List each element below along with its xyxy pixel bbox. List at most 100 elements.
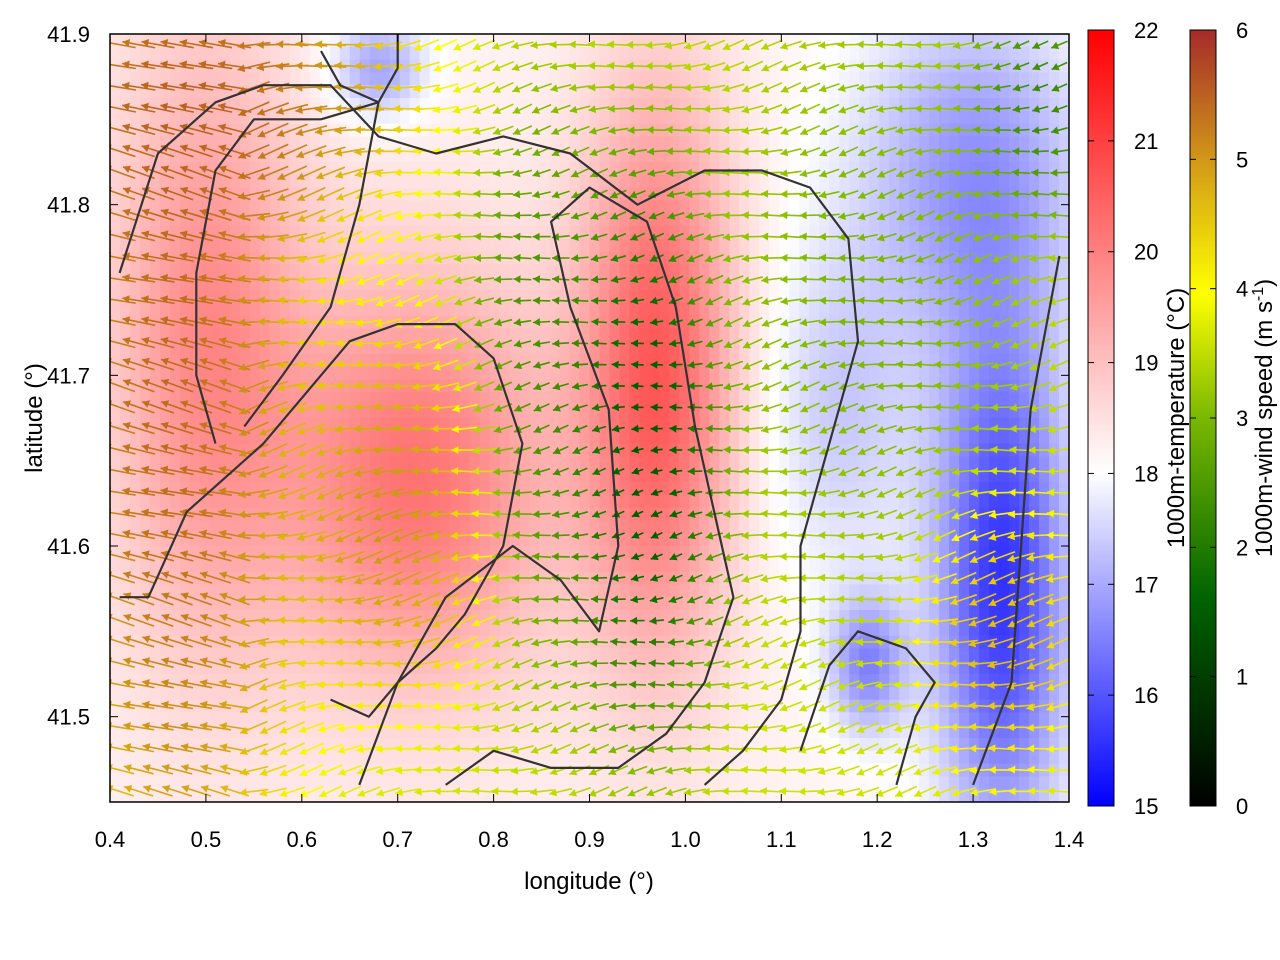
heat-cell (729, 46, 740, 61)
heat-cell (869, 366, 880, 381)
heat-cell (509, 226, 521, 240)
heat-cell (839, 533, 850, 547)
heat-cell (469, 98, 481, 112)
heat-cell (919, 110, 930, 125)
heat-cell (569, 46, 581, 61)
heat-cell (479, 597, 491, 611)
heat-cell (809, 200, 820, 214)
heat-cell (849, 584, 860, 598)
heat-cell (229, 482, 241, 496)
heat-cell (419, 430, 431, 445)
heat-cell (549, 277, 561, 291)
heat-cell (609, 520, 621, 534)
heat-cell (539, 763, 551, 777)
heat-cell (869, 418, 880, 432)
heat-cell (389, 226, 401, 240)
heat-cell (889, 507, 900, 521)
heat-cell (529, 366, 541, 381)
heat-cell (329, 443, 341, 457)
heat-cell (359, 546, 371, 560)
heat-cell (269, 264, 281, 278)
heat-cell (419, 725, 431, 739)
heat-cell (219, 59, 231, 73)
heat-cell (669, 213, 681, 227)
heat-cell (509, 174, 521, 189)
heat-cell (269, 290, 281, 304)
heat-cell (289, 456, 301, 470)
heat-cell (279, 430, 291, 445)
heat-cell (199, 72, 211, 86)
heat-cell (599, 776, 611, 790)
heat-cell (809, 661, 820, 675)
heat-cell (479, 200, 491, 214)
heat-cell (339, 174, 351, 189)
heat-cell (319, 738, 331, 752)
heat-cell (119, 661, 131, 675)
heat-cell (809, 738, 820, 752)
heat-cell (899, 72, 910, 86)
heat-cell (319, 674, 331, 688)
heat-cell (559, 789, 571, 802)
heat-cell (319, 149, 331, 163)
heat-cell (729, 610, 740, 624)
heat-cell (819, 546, 830, 560)
heat-cell (469, 405, 481, 419)
heat-cell (459, 456, 471, 470)
heat-cell (659, 85, 671, 99)
heat-cell (869, 763, 880, 777)
heat-cell (339, 776, 351, 790)
heat-cell (459, 533, 471, 547)
heat-cell (889, 123, 900, 137)
heat-cell (639, 571, 651, 585)
heat-cell (899, 405, 910, 419)
heat-cell (369, 72, 381, 86)
heat-cell (209, 584, 221, 598)
heat-cell (759, 149, 770, 163)
heat-cell (249, 366, 261, 381)
heat-cell (899, 98, 910, 112)
heat-cell (309, 162, 321, 176)
heat-cell (819, 226, 830, 240)
heat-cell (439, 226, 451, 240)
heat-cell (849, 520, 860, 534)
heat-cell (929, 174, 940, 189)
heat-cell (679, 482, 690, 496)
heat-cell (459, 162, 471, 176)
heat-cell (279, 46, 291, 61)
heat-cell (489, 392, 501, 406)
heat-cell (789, 341, 800, 355)
heat-cell (439, 46, 451, 61)
heat-cell (199, 392, 211, 406)
heat-cell (519, 430, 531, 445)
heat-cell (749, 776, 760, 790)
heat-cell (269, 750, 281, 765)
heat-cell (139, 725, 151, 739)
heat-cell (649, 110, 661, 125)
heat-cell (919, 72, 930, 86)
heat-cell (769, 482, 780, 496)
heat-cell (609, 98, 621, 112)
heat-cell (639, 341, 651, 355)
heat-cell (899, 136, 910, 150)
heat-cell (179, 494, 191, 509)
heat-cell (889, 443, 900, 457)
heat-cell (249, 686, 261, 701)
heat-cell (769, 328, 780, 342)
heat-cell (629, 302, 641, 317)
heat-cell (299, 763, 311, 777)
heat-cell (409, 405, 421, 419)
heat-cell (519, 546, 531, 560)
heat-cell (469, 226, 481, 240)
heat-cell (889, 251, 900, 265)
heat-cell (269, 558, 281, 573)
heat-cell (189, 456, 201, 470)
heat-cell (719, 149, 730, 163)
heat-cell (349, 750, 361, 765)
heat-cell (339, 622, 351, 637)
heat-cell (789, 520, 800, 534)
heat-cell (309, 418, 321, 432)
heat-cell (569, 482, 581, 496)
heat-cell (349, 482, 361, 496)
heat-cell (489, 46, 501, 61)
heat-cell (289, 72, 301, 86)
